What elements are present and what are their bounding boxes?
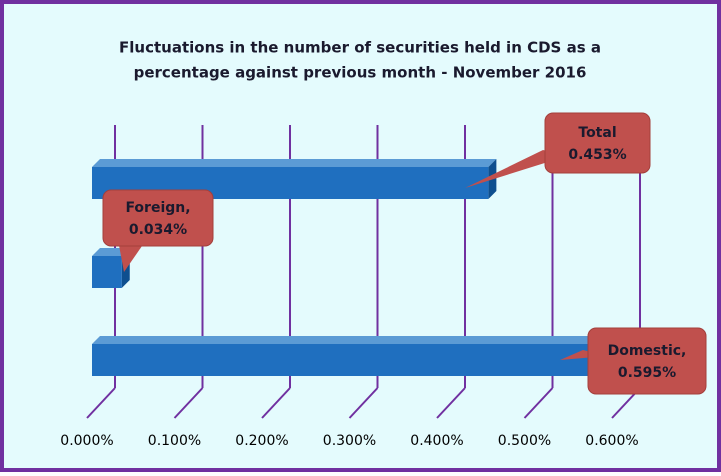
x-tick-label: 0.200% [235,433,288,449]
grid-line [173,387,204,419]
callout [587,327,707,395]
data-label: 0.453% [568,147,626,163]
x-tick-label: 0.300% [323,433,376,449]
data-label: 0.595% [618,365,676,381]
category-label: Total [578,125,616,141]
callout-pointer [560,350,607,360]
x-tick-label: 0.500% [498,433,551,449]
grid-line [523,387,554,419]
category-label: Foreign, [125,200,190,216]
callout-pointer [118,240,142,272]
chart-title: Fluctuations in the number of securities… [119,39,601,57]
x-tick-label: 0.600% [585,433,638,449]
chart-title: percentage against previous month - Nove… [134,64,587,82]
x-tick-label: 0.100% [148,433,201,449]
bar [92,256,122,288]
bar-top [92,159,497,167]
data-label: 0.034% [129,222,187,238]
x-tick-label: 0.000% [60,433,113,449]
grid-line [261,387,291,419]
x-tick-label: 0.400% [410,433,463,449]
grid-line [86,387,116,419]
bar [92,344,613,376]
callout-pointer [465,150,567,188]
bar-top [92,336,621,344]
category-label: Domestic, [608,343,687,359]
callout [544,112,651,174]
grid-line [436,387,466,419]
grid-line [348,387,379,419]
callout [102,189,214,247]
